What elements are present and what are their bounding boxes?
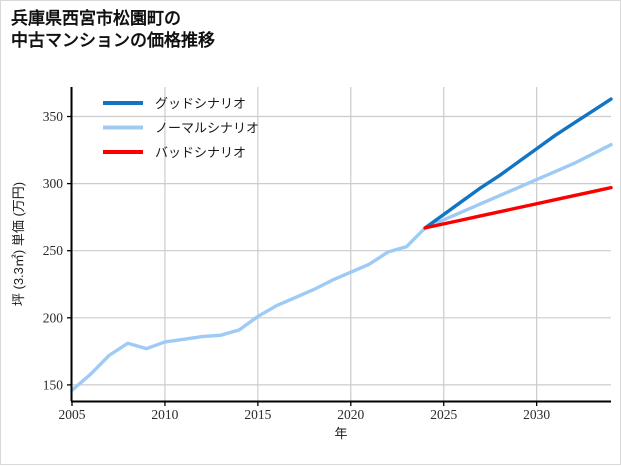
page-title: 兵庫県西宮市松園町の 中古マンションの価格推移 (11, 9, 215, 51)
series-line-normal (70, 142, 613, 392)
series-lines (70, 97, 613, 392)
x-tick-label: 2025 (430, 407, 457, 422)
x-axis-title: 年 (334, 426, 347, 441)
axis-lines (70, 87, 611, 403)
x-gridlines (71, 87, 538, 401)
y-tick-label: 150 (43, 377, 64, 392)
x-tick-label: 2005 (59, 407, 86, 422)
x-tick-label: 2015 (244, 407, 271, 422)
x-tick-labels: 2005 2010 2015 2020 2025 2030 (59, 407, 551, 422)
y-axis-title: 坪 (3.3㎡) 単価 (万円) (11, 182, 26, 306)
y-tick-label: 300 (43, 176, 64, 191)
legend-label: ノーマルシナリオ (155, 121, 259, 136)
y-tick-label: 350 (43, 109, 64, 124)
x-tick-label: 2030 (523, 407, 550, 422)
x-tick-label: 2020 (337, 407, 364, 422)
legend-label: バッドシナリオ (155, 145, 246, 160)
legend-label: グッドシナリオ (155, 96, 246, 111)
y-tick-labels: 150 200 250 300 350 (43, 109, 64, 392)
y-tick-label: 250 (43, 243, 64, 258)
series-line-bad (423, 185, 613, 230)
series-line-good (423, 97, 613, 230)
x-tick-label: 2010 (151, 407, 178, 422)
y-tick-label: 200 (43, 310, 64, 325)
axis-ticks (67, 115, 538, 406)
y-gridlines (72, 115, 611, 386)
